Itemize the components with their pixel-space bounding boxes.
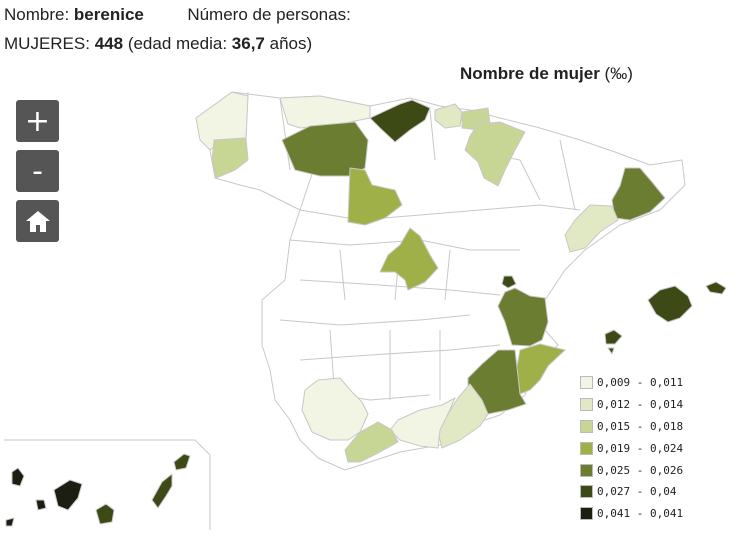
province-granada [389,397,456,449]
legend-item: 0,041 - 0,041 [580,503,683,525]
legend-label: 0,041 - 0,041 [597,507,684,521]
name-label: Nombre: [4,5,70,24]
legend-swatch [580,485,593,499]
legend-label: 0,025 - 0,026 [597,463,684,477]
women-label: MUJERES: [4,34,90,53]
legend-item: 0,009 - 0,011 [580,372,683,394]
island-lanzarote [173,453,191,471]
women-count: 448 [94,34,124,53]
zoom-out-button[interactable]: - [16,150,59,192]
island-ibiza [604,329,623,345]
island-formentera [607,347,615,355]
age-label: (edad media: [127,34,228,53]
legend-item: 0,015 - 0,018 [580,416,683,438]
legend-label: 0,019 - 0,024 [597,441,684,455]
province-la-rioja [464,121,526,187]
canary-inset-frame [4,439,211,530]
name-value: berenice [73,5,144,24]
legend-label: 0,027 - 0,04 [597,485,677,499]
province-malaga [344,421,399,463]
province-valencia [497,287,549,347]
map-title: Nombre de mujer (‰) [460,64,633,84]
province-cantabria [369,99,431,143]
legend-item: 0,025 - 0,026 [580,459,683,481]
legend-swatch [580,419,593,433]
age-value: 36,7 [231,34,265,53]
island-fuerteventura [151,473,173,509]
province-tarragona [564,204,619,253]
island-menorca [705,281,727,295]
province-pontevedra [211,137,249,179]
persons-label: Número de personas: [187,5,351,24]
legend-label: 0,012 - 0,014 [597,398,684,412]
home-icon [25,211,50,232]
legend-swatch [580,376,593,390]
header-name-line: Nombre: berenice Número de personas: [4,5,351,25]
legend-swatch [580,507,593,521]
map-title-text: Nombre de mujer [460,64,600,83]
province-gipuzkoa [434,103,463,129]
province-alicante [515,343,566,395]
island-mallorca [647,285,693,323]
legend-swatch [580,398,593,412]
legend-swatch [580,441,593,455]
legend-item: 0,012 - 0,014 [580,394,683,416]
province-castellon [501,275,517,289]
age-unit: años) [269,34,313,53]
zoom-in-button[interactable]: + [16,100,59,142]
province-madrid [379,227,439,291]
island-gran-canaria [95,503,115,525]
header-women-line: MUJERES: 448 (edad media: 36,7 años) [4,34,312,54]
legend-label: 0,009 - 0,011 [597,376,684,390]
province-barcelona-girona [611,167,666,221]
legend-label: 0,015 - 0,018 [597,419,684,433]
province-palencia-burgos [347,167,403,226]
legend-swatch [580,463,593,477]
map-title-unit: (‰) [604,64,633,83]
province-leon [281,121,369,177]
legend-item: 0,027 - 0,04 [580,481,683,503]
province-asturias [279,95,371,129]
legend-item: 0,019 - 0,024 [580,437,683,459]
island-tenerife [53,479,83,511]
province-sevilla [301,377,369,441]
legend: 0,009 - 0,011 0,012 - 0,014 0,015 - 0,018 0… [580,372,683,525]
island-el-hierro [5,517,15,527]
island-la-palma [11,467,25,487]
island-la-gomera [35,499,47,511]
home-button[interactable] [16,200,59,242]
